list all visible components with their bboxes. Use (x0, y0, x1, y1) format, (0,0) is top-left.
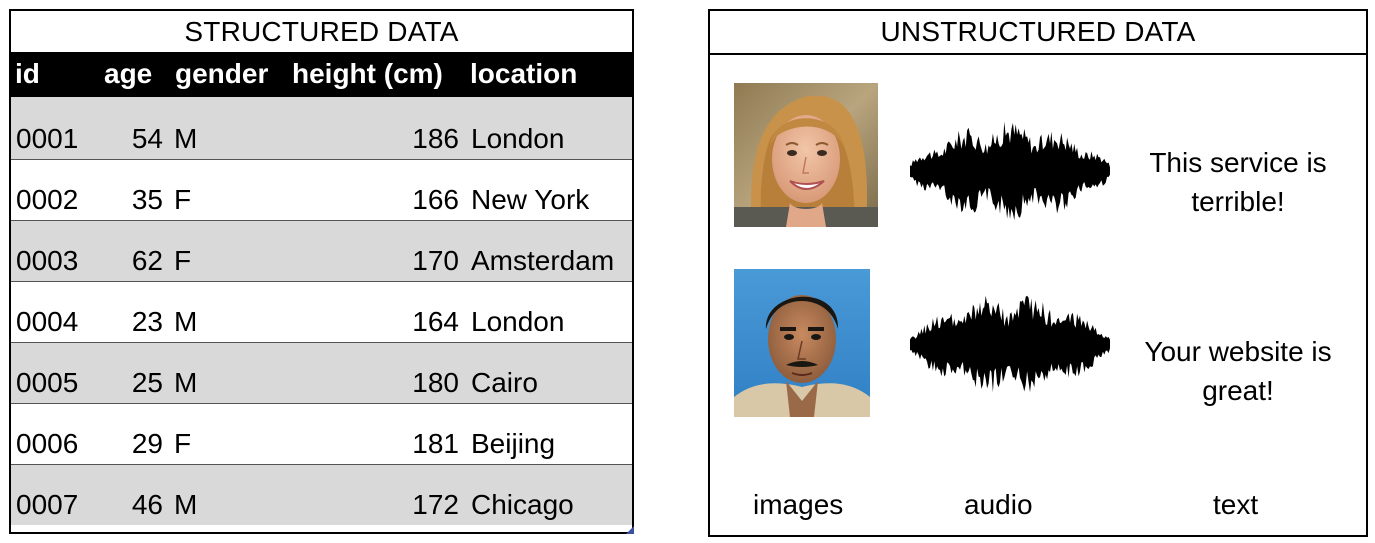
caption-text: text (1213, 489, 1259, 520)
man-portrait-image (734, 269, 870, 417)
unstructured-data-title: UNSTRUCTURED DATA (710, 11, 1366, 55)
cell-height: 181 (412, 428, 459, 459)
cell-gender: M (174, 489, 198, 520)
table-row: 0001 54 M 186 London (11, 97, 632, 159)
column-header-height: height (cm) (292, 58, 443, 89)
cell-age: 46 (131, 489, 163, 520)
cell-id: 0001 (16, 123, 79, 154)
quote-line: Your website is (1144, 336, 1332, 367)
cell-age: 54 (131, 123, 163, 154)
cell-location: New York (471, 184, 590, 215)
cell-age: 35 (131, 184, 163, 215)
cell-id: 0003 (16, 245, 79, 276)
audio-waveform-icon (910, 295, 1110, 393)
cell-id: 0005 (16, 367, 79, 398)
resize-handle-icon[interactable] (626, 526, 634, 534)
caption-images: images (753, 489, 844, 520)
cell-height: 166 (412, 184, 459, 215)
cell-location: Chicago (471, 489, 574, 520)
table-row: 0005 25 M 180 Cairo (11, 342, 632, 403)
cell-height: 170 (412, 245, 459, 276)
caption-audio: audio (964, 489, 1033, 520)
cell-gender: M (174, 306, 198, 337)
column-header-gender: gender (175, 58, 269, 89)
cell-height: 172 (412, 489, 459, 520)
cell-gender: F (174, 184, 192, 215)
cell-id: 0002 (16, 184, 79, 215)
cell-height: 164 (412, 306, 459, 337)
cell-age: 25 (131, 367, 163, 398)
waveform-shape (910, 121, 1110, 221)
table-body: 0001 54 M 186 London 0002 35 F 166 New Y… (11, 97, 632, 525)
quote-line: great! (1202, 375, 1274, 406)
cell-location: Cairo (471, 367, 538, 398)
cell-gender: F (174, 245, 192, 276)
text-quote-positive: Your website is great! (1123, 332, 1353, 410)
cell-id: 0006 (16, 428, 79, 459)
column-header-id: id (15, 58, 40, 89)
structured-data-title: STRUCTURED DATA (184, 15, 459, 47)
quote-line: terrible! (1191, 186, 1285, 217)
cell-location: Beijing (471, 428, 556, 459)
text-quote-negative: This service is terrible! (1123, 143, 1353, 221)
cell-location: Amsterdam (471, 245, 615, 276)
unstructured-data-panel: UNSTRUCTURED DATA (708, 9, 1368, 537)
woman-portrait-image (734, 83, 878, 227)
table-row: 0002 35 F 166 New York (11, 159, 632, 220)
cell-gender: M (174, 123, 198, 154)
cell-age: 29 (131, 428, 163, 459)
cell-gender: F (174, 428, 192, 459)
cell-height: 180 (412, 367, 459, 398)
table-row: 0004 23 M 164 London (11, 281, 632, 342)
column-header-location: location (470, 58, 578, 89)
quote-line: This service is (1149, 147, 1327, 178)
table-row: 0003 62 F 170 Amsterdam (11, 220, 632, 281)
cell-age: 62 (131, 245, 163, 276)
cell-location: London (471, 306, 565, 337)
structured-data-panel: STRUCTURED DATA id age gender height (cm… (9, 9, 634, 534)
cell-id: 0007 (16, 489, 79, 520)
cell-age: 23 (131, 306, 163, 337)
cell-height: 186 (412, 123, 459, 154)
table-header-row: id age gender height (cm) location (11, 52, 632, 97)
cell-id: 0004 (16, 306, 79, 337)
table-row: 0007 46 M 172 Chicago (11, 464, 632, 525)
column-header-age: age (104, 58, 153, 89)
table-row: 0006 29 F 181 Beijing (11, 403, 632, 464)
audio-waveform-icon (910, 121, 1110, 221)
waveform-shape (910, 295, 1110, 393)
cell-location: London (471, 123, 565, 154)
cell-gender: M (174, 367, 198, 398)
